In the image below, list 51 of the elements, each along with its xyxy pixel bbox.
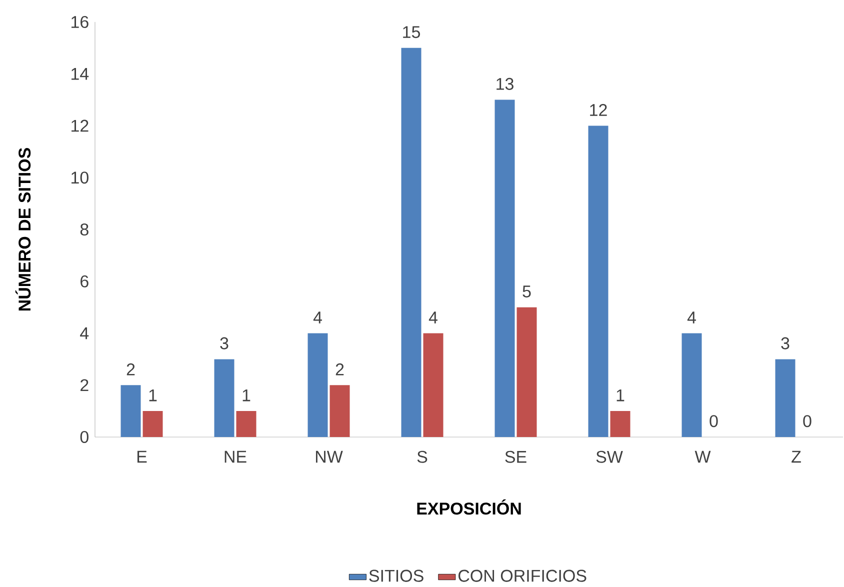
data-label: 2: [336, 363, 344, 376]
data-label: 4: [687, 312, 696, 324]
bar: [142, 411, 163, 437]
x-tick-label: NW: [316, 450, 343, 463]
data-label: 4: [313, 312, 322, 324]
data-label: 15: [403, 26, 420, 38]
data-label: 0: [710, 415, 718, 428]
x-tick-label: SW: [596, 450, 623, 463]
x-tick-label: S: [417, 450, 428, 463]
bar: [401, 48, 422, 437]
data-label: 1: [242, 389, 250, 402]
x-tick-label: NE: [224, 450, 246, 463]
y-tick-label: 4: [80, 327, 89, 340]
legend-label: CON ORIFICIOS: [458, 570, 586, 582]
data-label: 4: [428, 312, 438, 324]
y-tick-label: 12: [72, 120, 88, 132]
data-label: 1: [149, 389, 157, 402]
bar: [494, 100, 515, 437]
y-tick-label: 2: [80, 379, 88, 392]
bar: [308, 333, 328, 437]
bar: [775, 359, 796, 437]
y-axis-title: NÚMERO DE SITIOS: [15, 148, 31, 311]
x-tick-label: SE: [505, 450, 526, 463]
data-label: 1: [616, 389, 624, 402]
data-label: 3: [220, 337, 228, 350]
bar: [236, 411, 256, 437]
y-tick-label: 0: [80, 430, 88, 444]
data-label: 2: [126, 363, 135, 376]
y-tick-label: 16: [72, 16, 88, 28]
y-tick-label: 6: [80, 275, 88, 288]
bar: [214, 359, 234, 437]
y-tick-label: 8: [80, 223, 88, 236]
x-tick-label: E: [137, 450, 147, 463]
y-tick-label: 14: [72, 68, 89, 80]
data-label: 5: [522, 286, 531, 298]
bar: [330, 385, 350, 437]
legend-label: SITIOS: [369, 570, 424, 582]
bar: [516, 307, 537, 437]
data-label: 0: [803, 415, 812, 428]
y-tick-label: 10: [72, 172, 88, 184]
bar: [588, 126, 608, 437]
bar: [610, 411, 630, 437]
data-label: 13: [496, 78, 514, 90]
data-label: 3: [781, 337, 790, 350]
bar: [120, 385, 141, 437]
bar: [682, 333, 702, 437]
x-axis-title: EXPOSICIÓN: [417, 499, 521, 515]
x-tick-label: W: [694, 450, 711, 463]
bar: [423, 333, 444, 437]
data-label: 12: [590, 104, 607, 116]
x-tick-label: Z: [792, 450, 801, 463]
